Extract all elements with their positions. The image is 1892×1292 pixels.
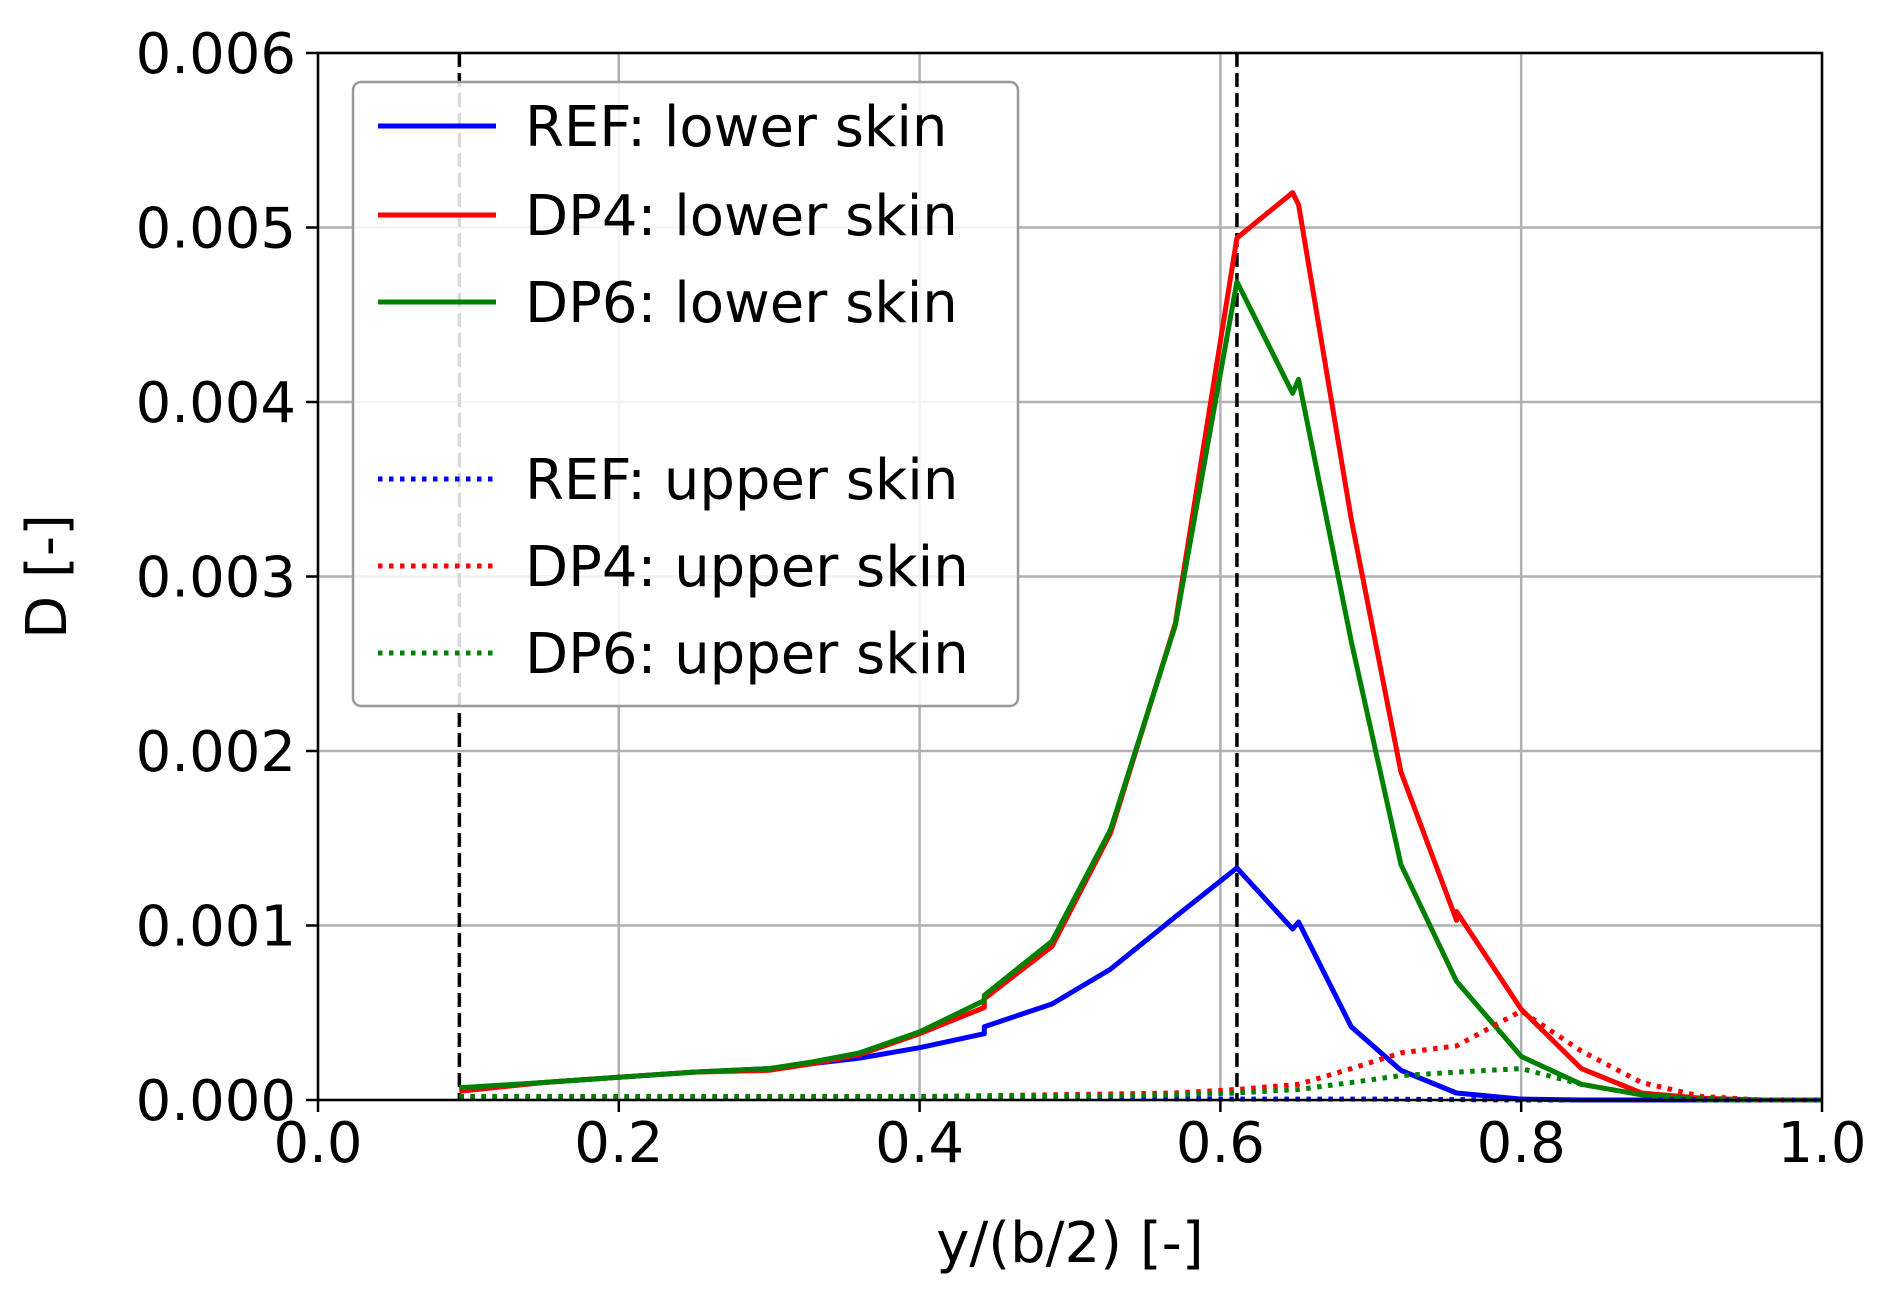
legend-label: REF: upper skin [525,448,958,513]
x-tick-label: 0.8 [1477,1111,1566,1176]
series-line-dp6-upper-skin [459,1066,1822,1103]
y-tick-label: 0.002 [136,720,296,785]
x-tick-label: 0.4 [875,1111,964,1176]
y-axis-title: D [-] [15,514,80,639]
y-tick-label: 0.005 [136,197,296,262]
x-axis-title: y/(b/2) [-] [936,1211,1203,1276]
legend-label: REF: lower skin [525,95,947,160]
x-tick-label: 0.6 [1176,1111,1265,1176]
legend-label: DP4: upper skin [525,535,969,600]
legend-box [351,80,1020,708]
legend-label: DP4: lower skin [525,184,958,249]
y-tick-label: 0.001 [136,895,296,960]
series-line-ref-lower-skin [459,865,1822,1103]
legend: REF: lower skin DP4: lower skin DP6: lower… [351,80,1020,708]
legend-label: DP6: upper skin [525,622,969,687]
series-line-dp4-upper-skin [459,1008,1822,1103]
x-tick-label: 0.2 [574,1111,663,1176]
x-tick-label: 0.0 [273,1111,362,1176]
y-tick-label: 0.004 [136,371,296,436]
y-tick-label: 0.006 [136,22,296,87]
y-tick-label: 0.000 [136,1069,296,1134]
x-tick-label: 1.0 [1777,1111,1866,1176]
legend-label: DP6: lower skin [525,271,958,336]
ticks: 0.0 0.2 0.4 0.6 0.8 1.0 0.000 0.001 0.002 0.003 0.… [136,22,1867,1176]
y-tick-label: 0.003 [136,546,296,611]
